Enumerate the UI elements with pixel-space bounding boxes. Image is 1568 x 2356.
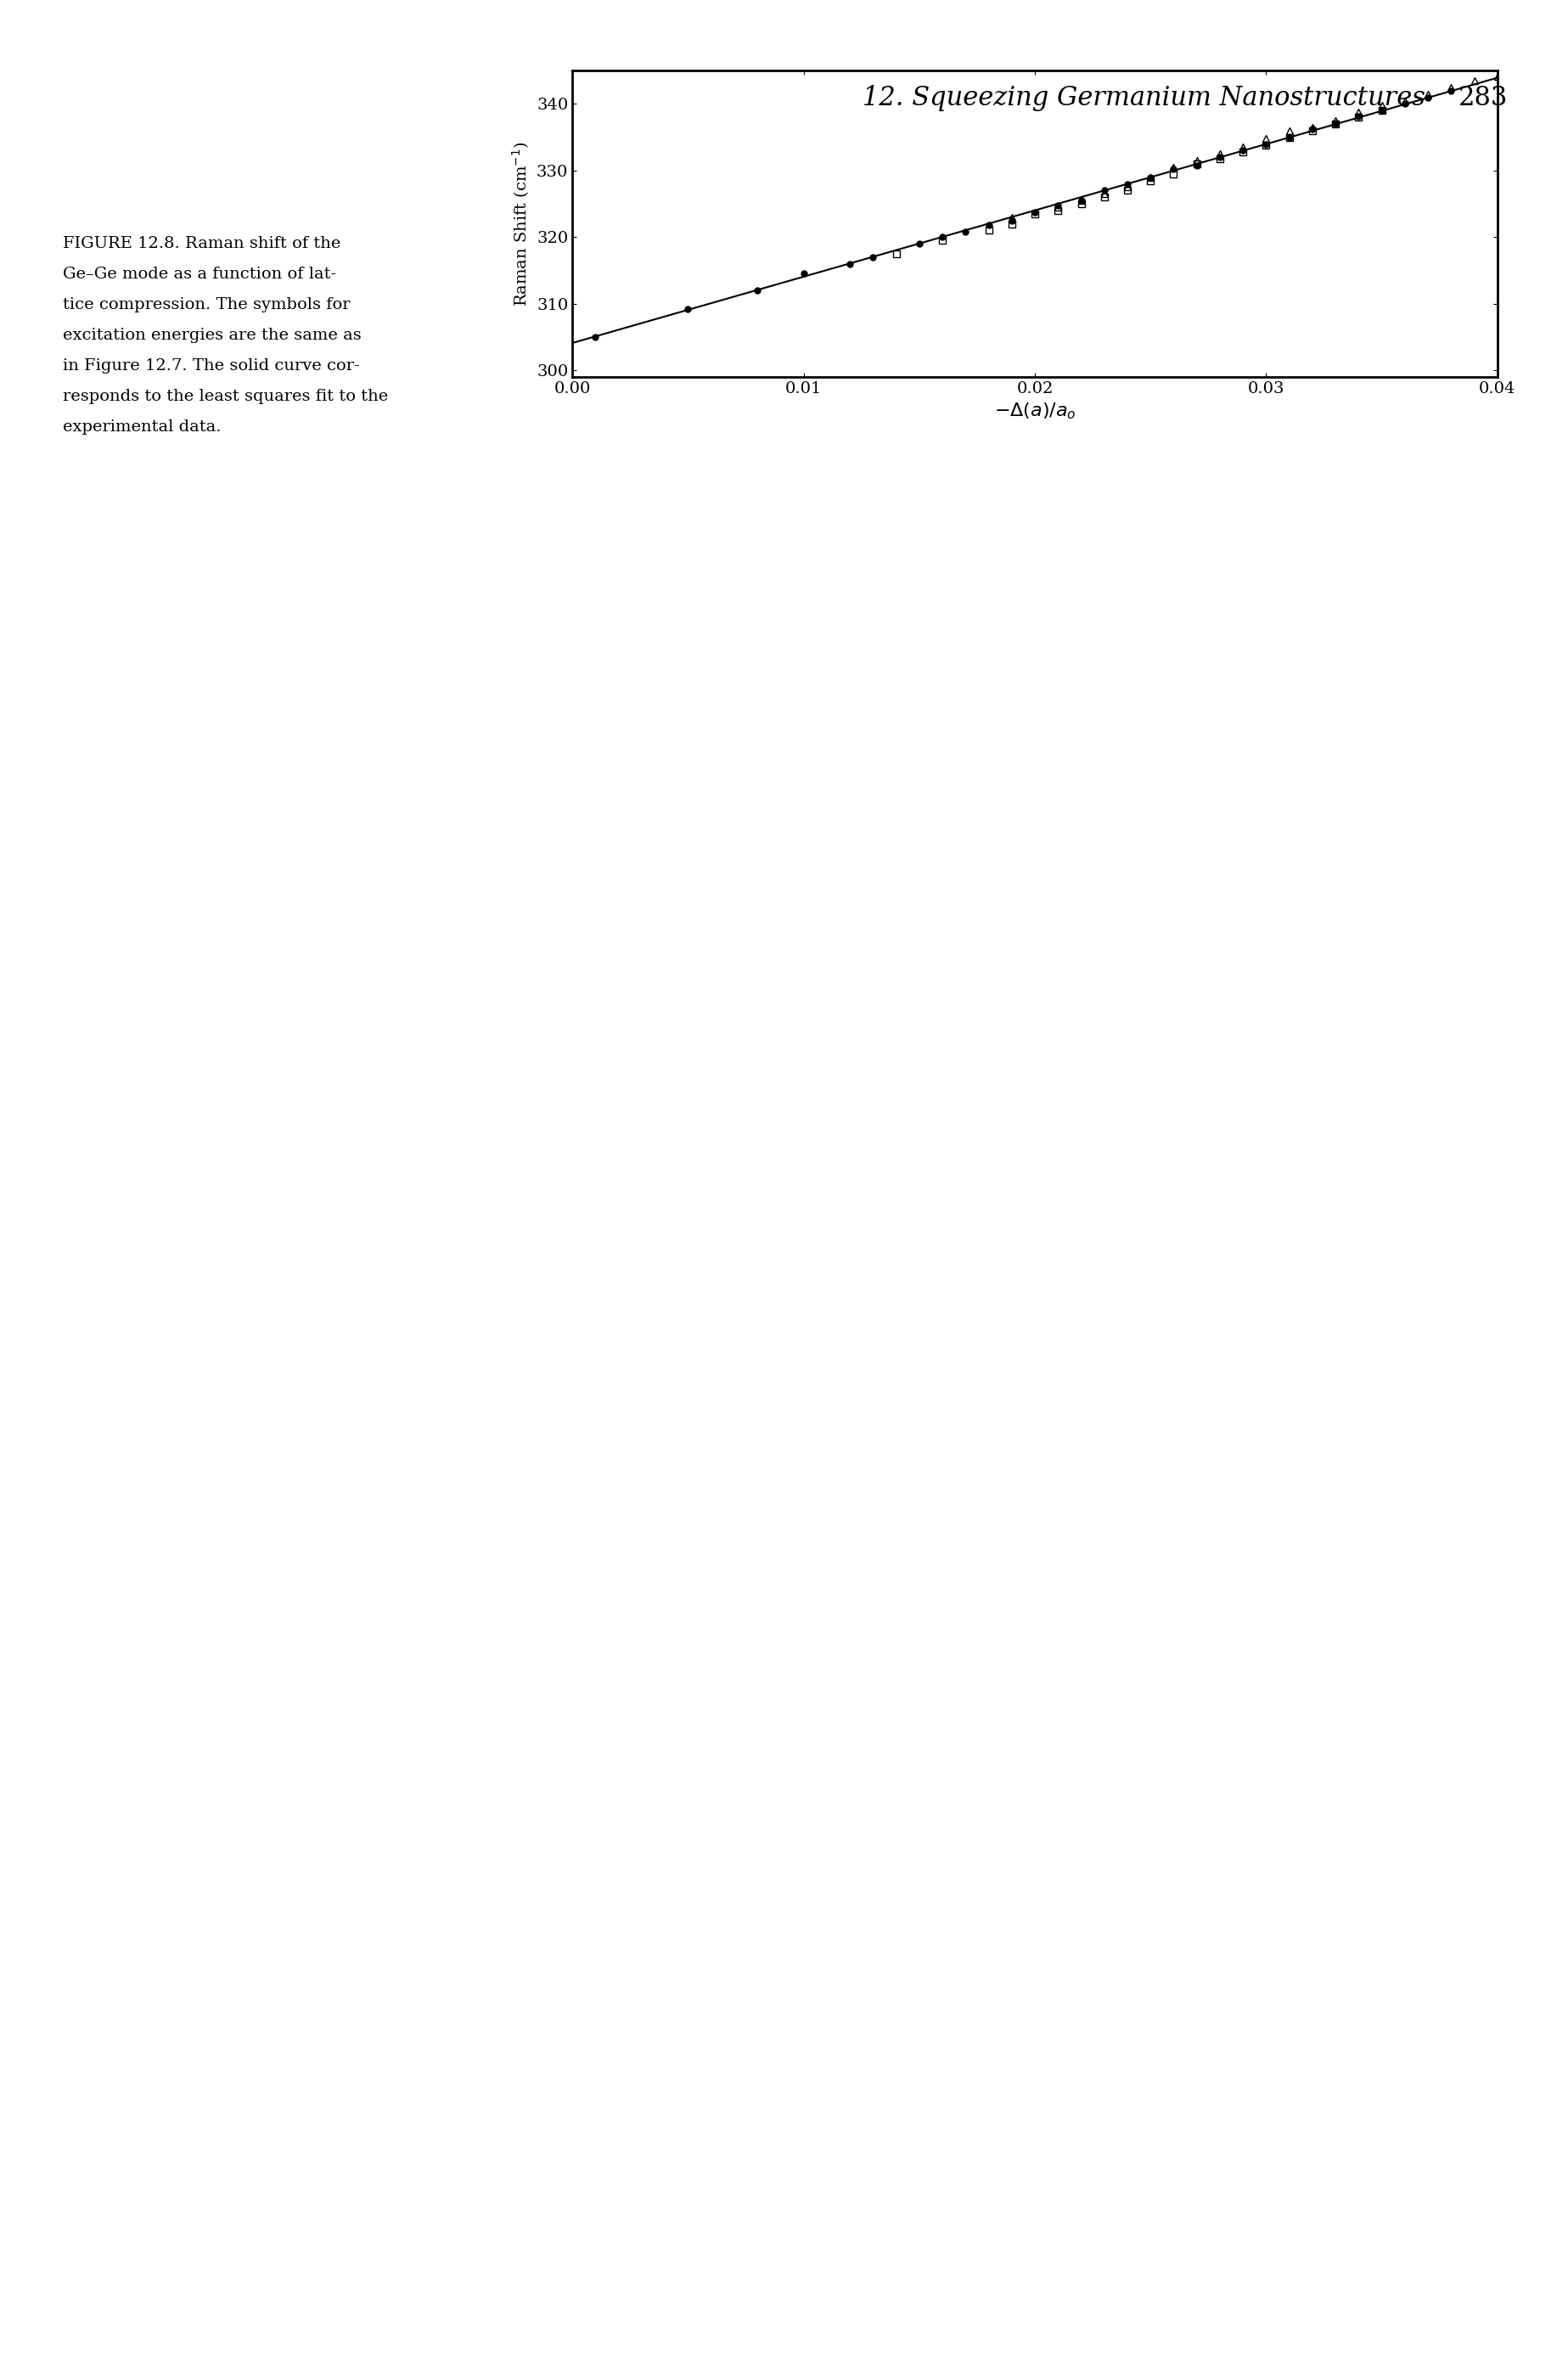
Text: experimental data.: experimental data. (63, 419, 221, 434)
Text: FIGURE 12.8. Raman shift of the: FIGURE 12.8. Raman shift of the (63, 236, 340, 250)
Text: 283: 283 (1458, 85, 1508, 111)
Text: excitation energies are the same as: excitation energies are the same as (63, 327, 361, 342)
Text: responds to the least squares fit to the: responds to the least squares fit to the (63, 389, 387, 403)
Text: in Figure 12.7. The solid curve cor-: in Figure 12.7. The solid curve cor- (63, 358, 359, 372)
Text: 12. Squeezing Germanium Nanostructures: 12. Squeezing Germanium Nanostructures (862, 85, 1425, 111)
Y-axis label: Raman Shift (cm$^{-1}$): Raman Shift (cm$^{-1}$) (511, 141, 532, 306)
Text: Ge–Ge mode as a function of lat-: Ge–Ge mode as a function of lat- (63, 266, 336, 280)
Text: tice compression. The symbols for: tice compression. The symbols for (63, 297, 350, 311)
X-axis label: $-\Delta(a)/a_o$: $-\Delta(a)/a_o$ (994, 401, 1076, 422)
